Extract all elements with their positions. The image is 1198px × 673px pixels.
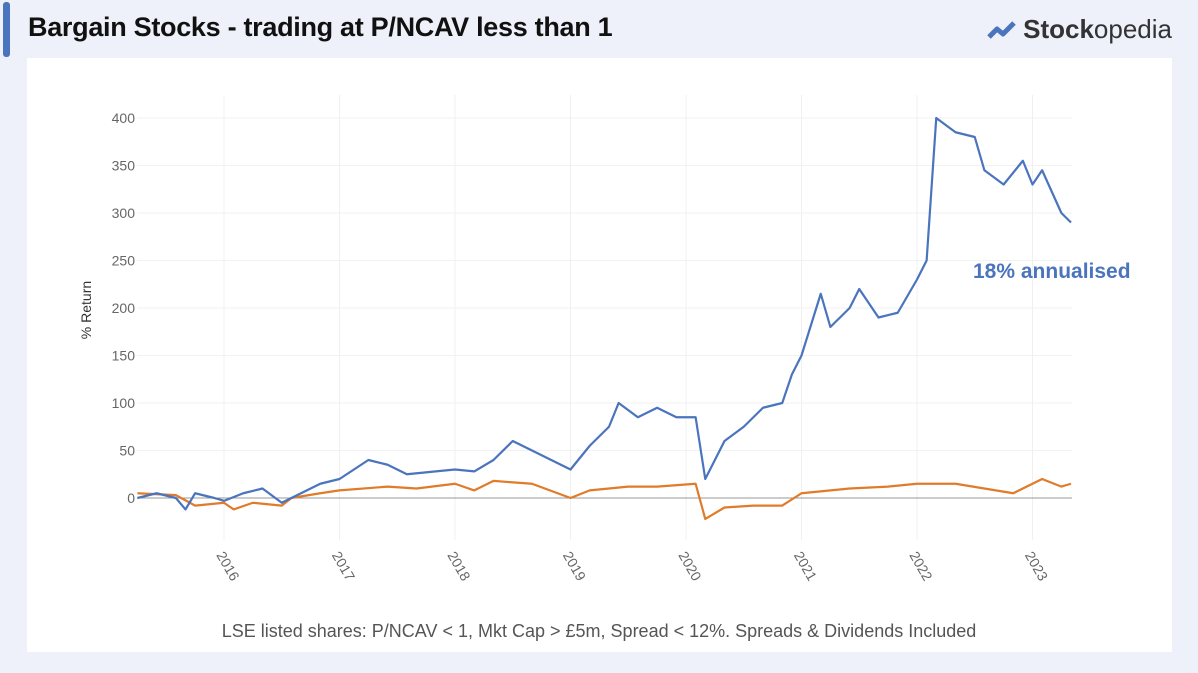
x-tick-label: 2019 — [560, 549, 590, 584]
x-tick-label: 2021 — [791, 549, 821, 584]
page-title: Bargain Stocks - trading at P/NCAV less … — [28, 12, 613, 42]
y-axis-label: % Return — [78, 281, 94, 339]
x-tick-label: 2016 — [213, 549, 243, 584]
y-tick-label: 300 — [112, 205, 136, 221]
x-tick-label: 2023 — [1022, 549, 1052, 584]
y-tick-label: 400 — [112, 110, 136, 126]
y-tick-label: 350 — [112, 158, 136, 174]
y-tick-label: 200 — [112, 300, 136, 316]
x-tick-label: 2017 — [329, 549, 359, 584]
x-tick-label: 2020 — [675, 549, 705, 584]
accent-bar — [3, 2, 10, 57]
stockopedia-logo-icon — [987, 20, 1016, 39]
x-tick-label: 2022 — [906, 549, 936, 584]
series-line — [137, 477, 1072, 521]
y-tick-label: 50 — [119, 443, 135, 459]
y-tick-label: 250 — [112, 253, 136, 269]
chart-footnote: LSE listed shares: P/NCAV < 1, Mkt Cap >… — [221, 621, 977, 641]
brand-logo: Stockopedia — [987, 14, 1172, 45]
y-tick-label: 100 — [112, 395, 136, 411]
y-tick-label: 150 — [112, 348, 136, 364]
y-tick-label: 0 — [127, 490, 135, 506]
annotation: 18% annualised — [973, 260, 1131, 283]
x-tick-label: 2018 — [444, 549, 474, 584]
series-line — [137, 116, 1072, 511]
